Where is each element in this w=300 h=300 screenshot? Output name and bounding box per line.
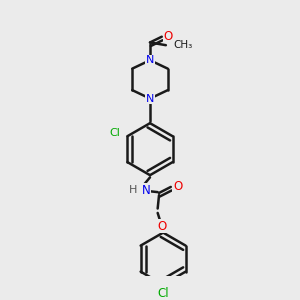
Text: O: O — [158, 220, 167, 233]
Text: O: O — [164, 30, 173, 43]
Text: N: N — [146, 55, 154, 65]
Text: Cl: Cl — [157, 287, 169, 300]
Text: N: N — [146, 94, 154, 103]
Text: N: N — [142, 184, 151, 197]
Text: O: O — [173, 180, 182, 193]
Text: Cl: Cl — [110, 128, 121, 138]
Text: CH₃: CH₃ — [173, 40, 193, 50]
Text: H: H — [129, 185, 137, 195]
